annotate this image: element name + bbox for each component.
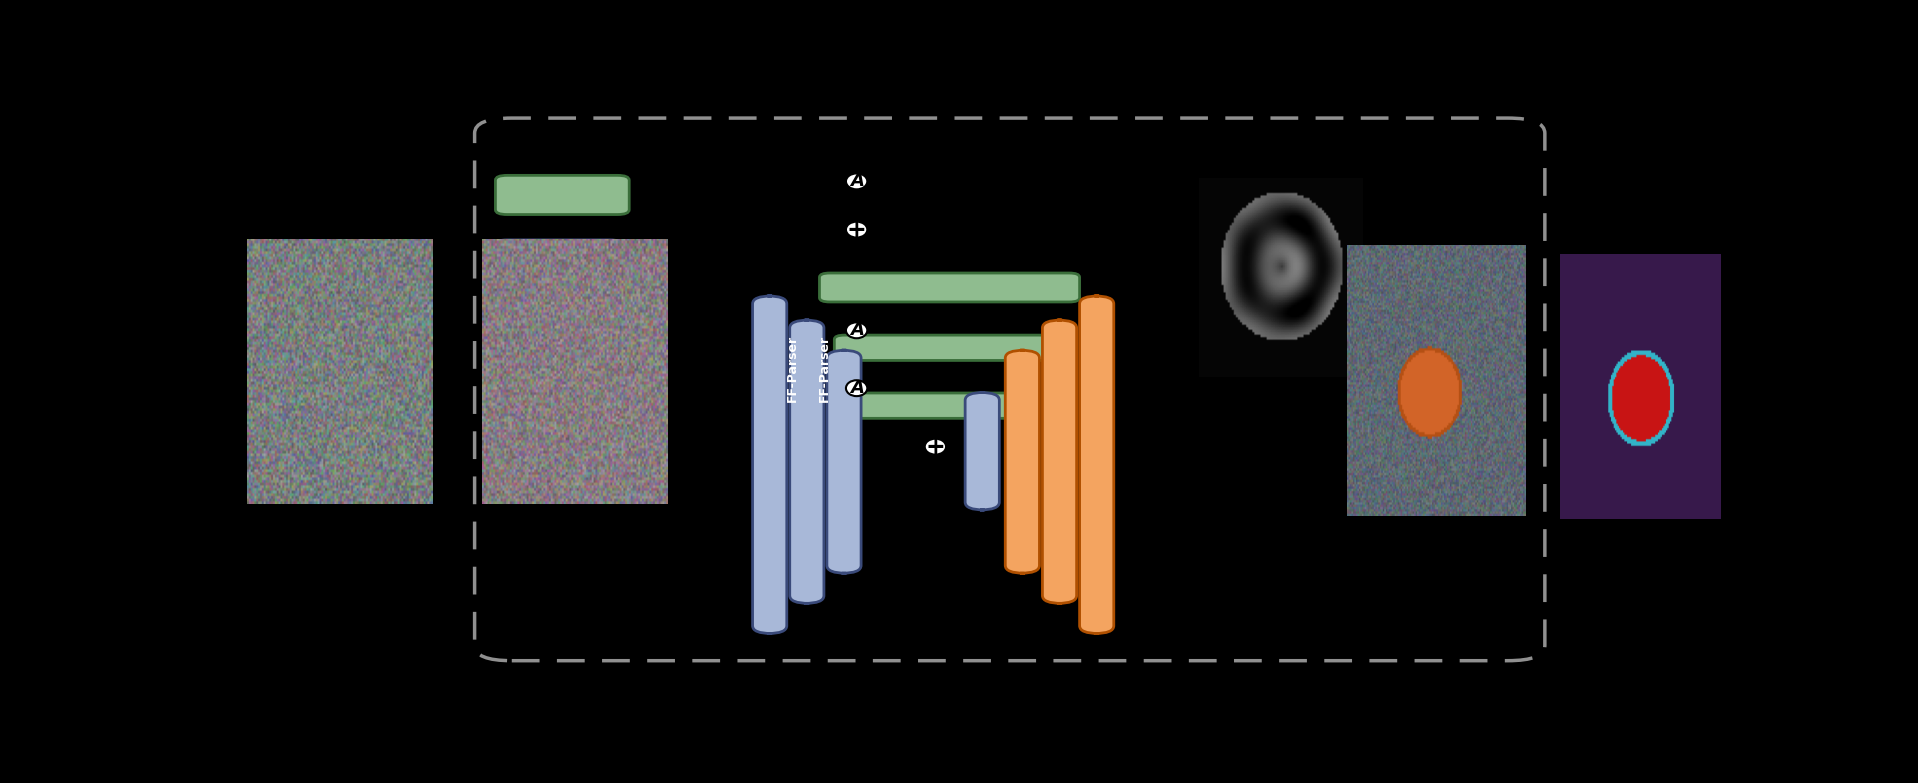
Text: A: A (850, 379, 863, 397)
FancyBboxPatch shape (495, 300, 621, 335)
FancyBboxPatch shape (752, 296, 786, 633)
Text: FF-Parser: FF-Parser (817, 334, 830, 402)
FancyBboxPatch shape (1080, 296, 1114, 633)
FancyBboxPatch shape (495, 175, 629, 215)
FancyBboxPatch shape (965, 392, 999, 510)
FancyBboxPatch shape (1005, 350, 1040, 573)
Ellipse shape (846, 323, 867, 338)
Text: FF-Parser: FF-Parser (786, 334, 800, 402)
Ellipse shape (846, 173, 867, 189)
Text: +: + (926, 435, 946, 459)
Ellipse shape (846, 222, 867, 237)
FancyBboxPatch shape (850, 393, 1020, 418)
Ellipse shape (846, 381, 867, 396)
FancyBboxPatch shape (495, 240, 621, 275)
Ellipse shape (924, 438, 946, 455)
FancyBboxPatch shape (834, 335, 1049, 360)
Text: +: + (846, 218, 867, 242)
FancyBboxPatch shape (790, 320, 825, 604)
Text: A: A (850, 172, 863, 190)
Text: A: A (850, 321, 863, 339)
FancyBboxPatch shape (819, 273, 1080, 302)
FancyBboxPatch shape (827, 350, 861, 573)
FancyBboxPatch shape (1043, 320, 1076, 604)
